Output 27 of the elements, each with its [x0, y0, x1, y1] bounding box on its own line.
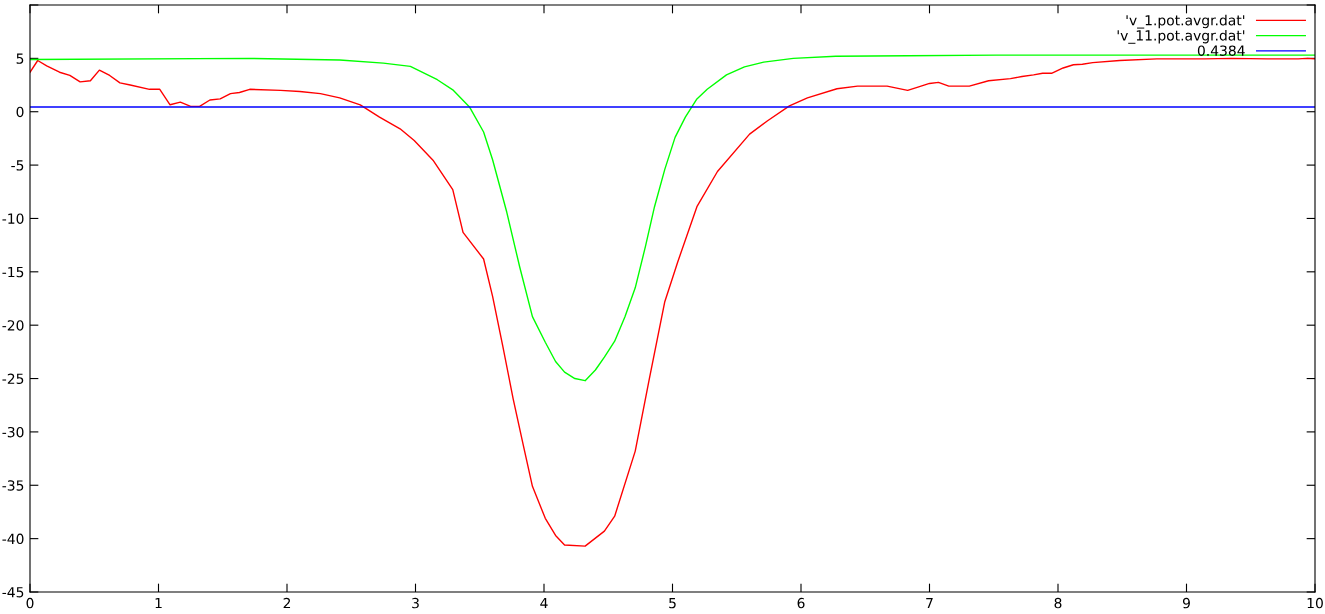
- x-tick-label: 10: [1307, 597, 1323, 609]
- x-tick-label: 5: [669, 597, 676, 609]
- y-tick-label: -15: [2, 266, 24, 278]
- x-tick-label: 6: [797, 597, 805, 609]
- y-tick-label: -45: [2, 587, 24, 598]
- line-series: [30, 54, 1315, 382]
- line-series: [30, 57, 1315, 547]
- y-tick-label: -10: [2, 213, 24, 224]
- x-tick-label: 3: [412, 597, 419, 609]
- y-tick-label: 0: [16, 106, 24, 118]
- x-tick-label: 4: [540, 597, 548, 609]
- x-tick-label: 9: [1182, 597, 1190, 609]
- y-tick-label: -40: [2, 533, 24, 545]
- legend-label: 'v_11.pot.avgr.dat': [1117, 29, 1245, 44]
- x-tick-label: 2: [283, 597, 291, 609]
- y-tick-label: -25: [2, 373, 24, 385]
- x-tick-label: 1: [155, 597, 162, 609]
- y-tick-label: -35: [2, 480, 24, 491]
- legend-label: 'v_1.pot.avgr.dat': [1126, 14, 1245, 29]
- y-tick-label: -5: [11, 160, 24, 171]
- legend-label: 0.4384: [1197, 45, 1245, 56]
- x-tick-label: 0: [26, 597, 34, 609]
- y-tick-label: -30: [2, 426, 24, 438]
- x-tick-label: 7: [926, 597, 933, 609]
- y-tick-label: 5: [16, 53, 24, 64]
- y-tick-label: -20: [2, 320, 24, 331]
- x-tick-label: 8: [1054, 597, 1062, 609]
